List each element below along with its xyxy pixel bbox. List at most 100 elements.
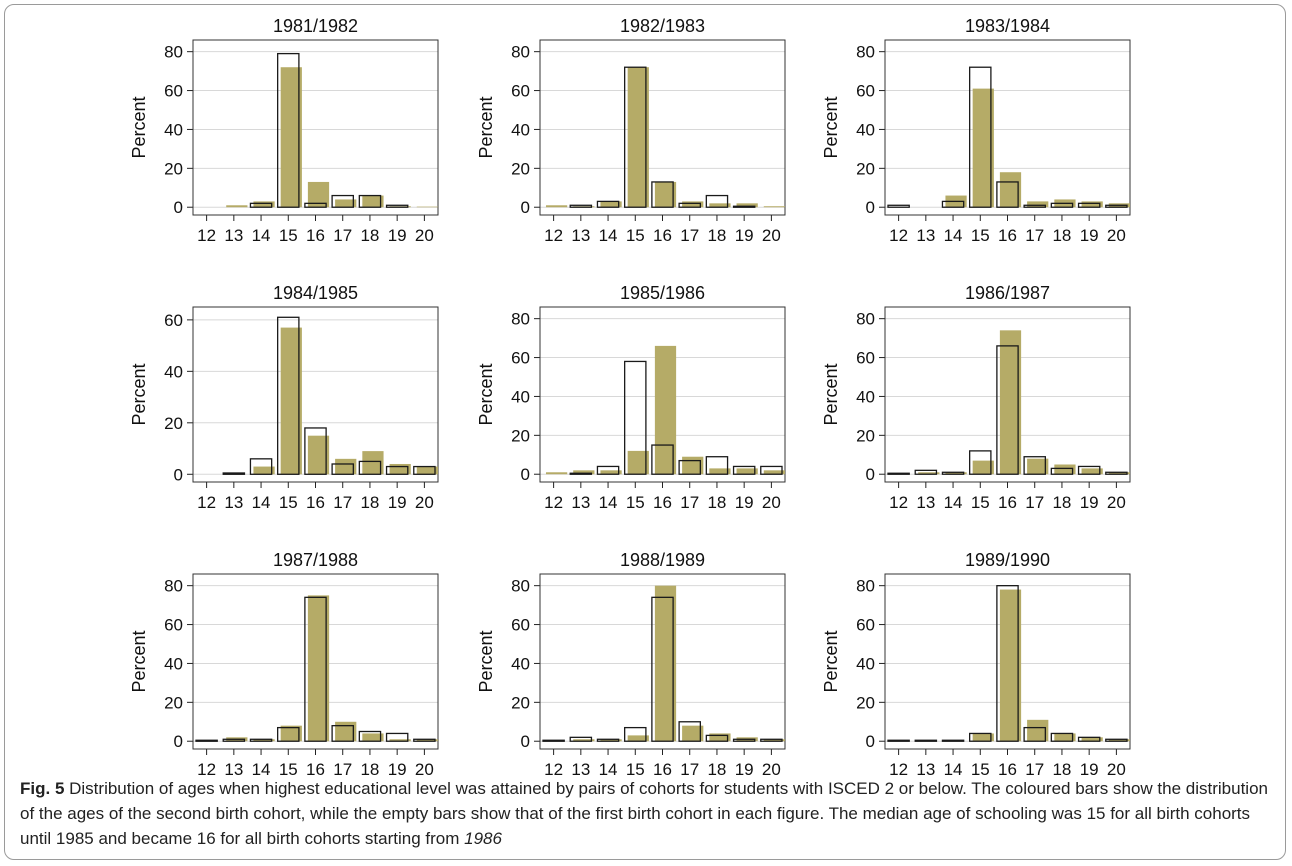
x-tick-label: 20	[415, 760, 434, 779]
y-tick-label: 20	[511, 159, 530, 178]
x-tick-label: 15	[279, 493, 298, 512]
x-tick-label: 18	[360, 226, 379, 245]
bar-second-cohort	[253, 466, 275, 475]
bar-second-cohort	[280, 725, 302, 742]
bar-first-cohort	[596, 465, 620, 475]
bar-second-cohort	[600, 470, 622, 475]
bar-second-cohort	[736, 468, 758, 475]
x-tick-label: 15	[626, 226, 645, 245]
bar-second-cohort	[1054, 464, 1076, 475]
bar-second-cohort	[945, 472, 967, 475]
bar-first-cohort	[1023, 456, 1046, 475]
x-tick-label: 15	[971, 226, 990, 245]
bar-first-cohort	[596, 200, 620, 208]
bar-second-cohort	[1081, 468, 1103, 475]
y-tick-label: 0	[521, 732, 530, 751]
x-tick-label: 20	[762, 493, 781, 512]
bar-first-cohort	[624, 726, 647, 742]
x-tick-label: 19	[388, 226, 407, 245]
x-tick-label: 16	[306, 226, 325, 245]
bar-first-cohort	[569, 204, 593, 208]
y-tick-label: 20	[511, 426, 530, 445]
bar-first-cohort	[651, 444, 674, 475]
bar-first-cohort	[969, 450, 992, 475]
y-tick-label: 0	[521, 198, 530, 217]
bar-first-cohort	[1105, 738, 1128, 742]
chart-panel-9: 1989/1990 0 20 40 60 80 Percent 12 13 14 15 16 17 18 1…	[821, 550, 1131, 779]
bar-second-cohort	[682, 201, 704, 208]
bar-first-cohort	[304, 202, 327, 208]
x-tick-label: 18	[1052, 760, 1071, 779]
bar-first-cohort	[249, 202, 273, 208]
chart-title: 1986/1987	[965, 283, 1050, 303]
bar-first-cohort	[1077, 465, 1101, 475]
bar-second-cohort	[253, 739, 275, 742]
bar-first-cohort	[1023, 726, 1046, 742]
y-axis-label: Percent	[129, 363, 149, 425]
bar-first-cohort	[914, 469, 938, 475]
bar-first-cohort	[651, 181, 674, 208]
x-tick-label: 12	[544, 226, 563, 245]
bar-first-cohort	[222, 738, 246, 742]
x-tick-label: 14	[944, 226, 963, 245]
x-tick-label: 12	[544, 760, 563, 779]
y-tick-label: 40	[511, 387, 530, 406]
x-tick-label: 15	[971, 493, 990, 512]
bar-first-cohort	[195, 739, 218, 742]
bar-second-cohort	[709, 733, 731, 742]
x-tick-label: 16	[998, 760, 1017, 779]
bar-second-cohort	[763, 739, 786, 742]
x-tick-label: 14	[252, 493, 271, 512]
bar-second-cohort	[627, 67, 649, 208]
chart-panel-1: 1981/1982 0 20 40 60 80 Percent 12 13 14 15 16 17 18 1…	[129, 16, 439, 245]
y-tick-label: 20	[164, 414, 183, 433]
y-tick-label: 40	[164, 654, 183, 673]
bar-second-cohort	[627, 735, 649, 742]
bar-second-cohort	[545, 205, 568, 208]
bar-first-cohort	[1077, 736, 1101, 742]
bar-first-cohort	[678, 459, 701, 475]
bar-second-cohort	[763, 470, 786, 475]
y-tick-label: 0	[174, 465, 183, 484]
bar-second-cohort	[1081, 201, 1103, 208]
y-tick-label: 60	[164, 311, 183, 330]
bar-first-cohort	[331, 725, 354, 742]
bar-second-cohort	[654, 181, 677, 208]
x-tick-label: 17	[1025, 226, 1044, 245]
x-tick-label: 13	[224, 226, 243, 245]
x-tick-label: 15	[971, 760, 990, 779]
bar-first-cohort	[705, 456, 729, 475]
bar-second-cohort	[1081, 737, 1103, 742]
bar-first-cohort	[678, 202, 701, 208]
x-tick-label: 20	[415, 226, 434, 245]
x-tick-label: 20	[1107, 226, 1126, 245]
bar-second-cohort	[682, 725, 704, 742]
bar-second-cohort	[389, 739, 411, 742]
bar-first-cohort	[596, 738, 620, 742]
x-tick-label: 17	[333, 760, 352, 779]
bar-second-cohort	[1027, 201, 1049, 208]
bar-second-cohort	[1108, 472, 1131, 475]
y-axis-label: Percent	[129, 96, 149, 158]
x-tick-label: 15	[626, 760, 645, 779]
caption-label: Fig. 5	[20, 779, 65, 798]
bar-second-cohort	[335, 199, 357, 208]
y-tick-label: 0	[174, 732, 183, 751]
chart-title: 1982/1983	[620, 16, 705, 36]
bar-first-cohort	[941, 200, 965, 208]
bar-first-cohort	[331, 463, 354, 475]
x-tick-label: 18	[1052, 226, 1071, 245]
bar-first-cohort	[705, 734, 729, 742]
bar-first-cohort	[385, 465, 409, 475]
bar-first-cohort	[941, 471, 965, 475]
x-tick-label: 20	[762, 760, 781, 779]
bar-first-cohort	[358, 460, 382, 475]
y-tick-label: 80	[856, 310, 875, 329]
x-tick-label: 17	[333, 226, 352, 245]
chart-panel-7: 1987/1988 0 20 40 60 80 Percent 12 13 14 15 16 17 18 1…	[129, 550, 439, 779]
y-tick-label: 60	[511, 82, 530, 101]
bar-second-cohort	[335, 458, 357, 475]
y-tick-label: 80	[856, 577, 875, 596]
bar-second-cohort	[307, 435, 330, 475]
y-axis-label: Percent	[821, 96, 841, 158]
